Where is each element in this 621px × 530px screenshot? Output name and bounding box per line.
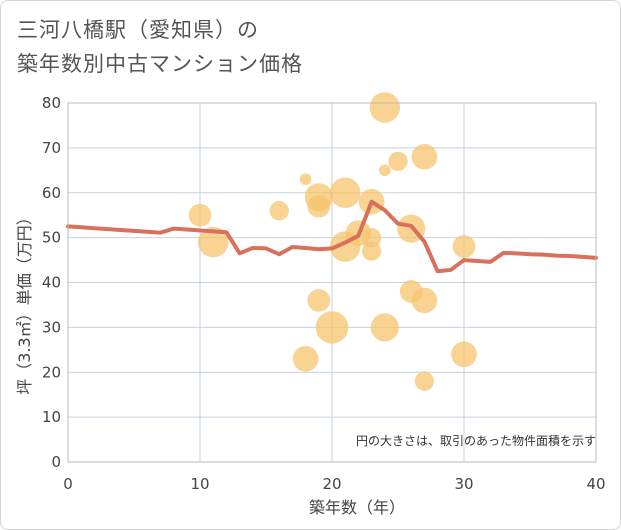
x-tick-label: 40 xyxy=(586,475,605,493)
bubble-point xyxy=(370,313,399,342)
bubble-point xyxy=(414,371,435,391)
bubble-point xyxy=(299,173,312,186)
bubble-point xyxy=(292,345,319,372)
x-tick-label: 30 xyxy=(454,475,473,493)
y-tick-label: 0 xyxy=(51,453,61,471)
chart-title: 三河八橋駅（愛知県）の 築年数別中古マンション価格 xyxy=(17,13,303,81)
bubble-point xyxy=(361,227,382,248)
bubble-point xyxy=(304,183,333,212)
bubble-point xyxy=(197,226,229,258)
average-line-series xyxy=(66,199,598,274)
bubble-point xyxy=(452,235,476,258)
bubble-point xyxy=(315,311,349,344)
y-axis-label: 坪（3.3㎡）単価（万円） xyxy=(15,209,34,394)
bubble-point xyxy=(307,289,331,312)
chart-title-line-1: 三河八橋駅（愛知県）の xyxy=(17,18,259,42)
x-tick-label: 20 xyxy=(322,475,341,493)
bubble-point xyxy=(369,92,401,123)
bubble-point xyxy=(378,164,391,177)
y-tick-label: 40 xyxy=(42,274,61,292)
y-tick-label: 50 xyxy=(42,229,61,247)
average-price-line xyxy=(66,199,598,274)
bubble-point xyxy=(188,203,212,227)
axis-ticks: 0 10 20 30 40 0 10 20 30 40 50 60 70 80 xyxy=(42,94,606,493)
chart-title-line-2: 築年数別中古マンション価格 xyxy=(17,52,303,76)
bubble-point xyxy=(411,287,438,314)
bubble-series xyxy=(188,92,477,391)
bubble-point xyxy=(329,177,361,208)
y-tick-label: 80 xyxy=(42,94,61,112)
bubble-point xyxy=(269,201,289,221)
y-tick-label: 20 xyxy=(42,363,61,381)
bubble-point xyxy=(451,341,477,368)
x-tick-label: 0 xyxy=(63,475,73,493)
x-tick-label: 10 xyxy=(190,475,209,493)
bubble-point xyxy=(388,151,408,171)
y-tick-label: 70 xyxy=(42,139,61,157)
y-tick-label: 30 xyxy=(42,318,61,336)
y-tick-label: 10 xyxy=(42,408,61,426)
x-axis-label: 築年数（年） xyxy=(309,498,405,517)
plot-area-border xyxy=(67,102,597,463)
bubble-point xyxy=(411,144,438,170)
bubble-point xyxy=(361,241,382,261)
y-tick-label: 60 xyxy=(42,184,61,202)
size-legend-note: 円の大きさは、取引のあった物件面積を示す xyxy=(356,433,596,448)
